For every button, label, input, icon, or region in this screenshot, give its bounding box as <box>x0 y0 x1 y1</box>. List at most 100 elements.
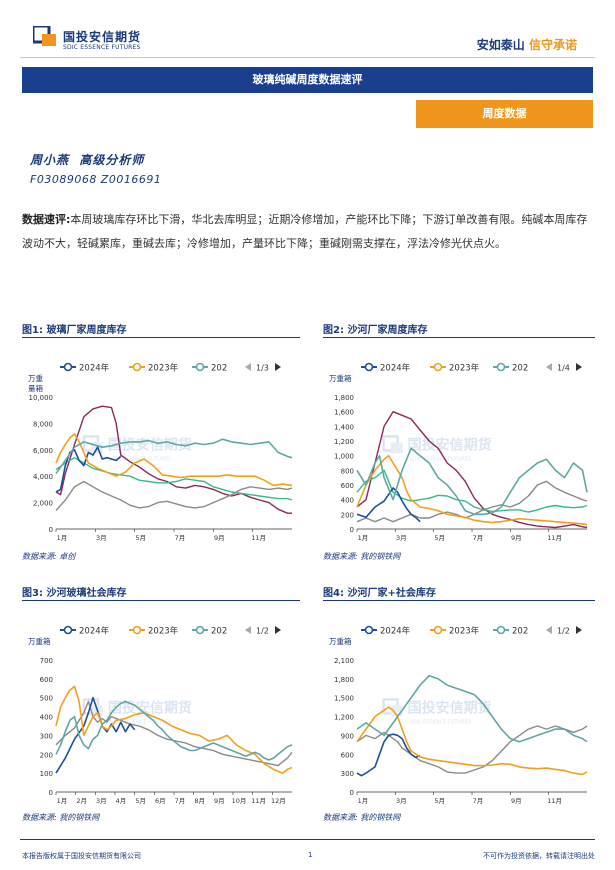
legend-prev-icon[interactable] <box>245 363 251 371</box>
legend-item[interactable]: 2024年 <box>361 626 411 637</box>
y-unit-label: 万重 <box>28 374 43 383</box>
y-tick-label: 400 <box>341 497 354 505</box>
legend-label: 2024年 <box>79 363 110 374</box>
legend-label: 202 <box>512 364 528 374</box>
footer-page-number: 1 <box>308 851 313 859</box>
y-tick-label: 1,000 <box>334 453 354 461</box>
x-tick-label: 3月 <box>396 534 407 542</box>
series-line <box>356 725 588 774</box>
watermark-text: 国投安信期货 <box>408 436 492 453</box>
legend-label: 202 <box>211 364 227 374</box>
chart-legend[interactable]: 2024年 2023年 202 1/2 <box>361 626 582 637</box>
legend-item[interactable]: 202 <box>192 625 227 637</box>
y-tick-label: 400 <box>40 714 53 722</box>
series-line <box>55 480 293 511</box>
x-tick-label: 9月 <box>511 534 522 542</box>
series-line <box>55 457 293 501</box>
figure-4-rule <box>323 600 595 601</box>
analyst-title: 高级分析师 <box>79 153 145 167</box>
legend-label: 2024年 <box>380 626 411 637</box>
slogan: 安如泰山 信守承诺 <box>477 36 577 53</box>
legend-item[interactable]: 2023年 <box>129 363 179 374</box>
x-tick-label: 3月 <box>96 797 107 805</box>
series-line <box>356 447 588 516</box>
x-tick-label: 5月 <box>135 797 146 805</box>
x-tick-label: 9月 <box>214 797 225 805</box>
company-name-en: SDIC ESSENCE FUTURES <box>63 44 141 51</box>
legend-prev-icon[interactable] <box>245 626 251 634</box>
legend-page: 1/2 <box>557 627 570 636</box>
legend-prev-icon[interactable] <box>546 626 552 634</box>
x-tick-label: 7月 <box>473 534 484 542</box>
series-line <box>356 733 421 777</box>
legend-next-icon[interactable] <box>576 363 582 371</box>
legend-marker <box>364 625 374 635</box>
chart-legend[interactable]: 2024年 2023年 202 1/2 <box>60 626 281 637</box>
legend-page: 1/2 <box>256 627 269 636</box>
series-line <box>55 405 292 514</box>
x-tick-label: 6月 <box>155 797 166 805</box>
y-tick-label: 700 <box>40 657 53 665</box>
legend-item[interactable]: 2024年 <box>60 626 110 637</box>
x-tick-label: 2月 <box>76 797 87 805</box>
commentary-label: 数据速评: <box>22 213 71 226</box>
watermark-text: 国投安信期货 <box>408 699 492 716</box>
legend-item[interactable]: 2024年 <box>361 363 411 374</box>
watermark-logo-icon <box>82 435 100 452</box>
footer-copyright: 本报告版权属于国投安信期货有限公司 <box>22 852 141 860</box>
y-tick-label: 8,000 <box>33 420 53 428</box>
watermark-text: 国投安信期货 <box>108 436 192 453</box>
legend-item[interactable]: 2023年 <box>430 626 480 637</box>
y-tick-label: 1,800 <box>334 394 354 402</box>
legend-item[interactable]: 2023年 <box>129 626 179 637</box>
analyst-name: 周小燕 <box>30 153 70 167</box>
legend-item[interactable]: 202 <box>493 362 528 374</box>
legend-label: 202 <box>211 627 227 637</box>
legend-item[interactable]: 202 <box>493 625 528 637</box>
watermark-logo-icon <box>382 698 399 715</box>
x-tick-label: 12月 <box>271 797 286 805</box>
series-line <box>356 411 588 529</box>
figure-4-title: 图4: 沙河厂家+社会库存 <box>323 588 436 599</box>
x-tick-label: 3月 <box>96 534 107 542</box>
legend-item[interactable]: 202 <box>192 362 227 374</box>
x-tick-label: 4月 <box>116 797 127 805</box>
x-tick-label: 1月 <box>358 797 369 805</box>
legend-marker <box>132 362 142 372</box>
y-tick-label: 600 <box>341 482 354 490</box>
legend-next-icon[interactable] <box>576 626 582 634</box>
legend-prev-icon[interactable] <box>546 363 552 371</box>
legend-label: 2023年 <box>449 363 480 374</box>
legend-label: 2024年 <box>79 626 110 637</box>
y-tick-label: 100 <box>40 770 53 778</box>
y-tick-label: 4,000 <box>33 473 53 481</box>
legend-marker <box>364 362 374 372</box>
x-tick-label: 1月 <box>57 797 68 805</box>
legend-next-icon[interactable] <box>275 363 281 371</box>
legend-item[interactable]: 2023年 <box>430 363 480 374</box>
y-tick-label: 1,400 <box>334 423 354 431</box>
x-tick-label: 7月 <box>175 797 186 805</box>
y-tick-label: 0 <box>49 526 53 534</box>
legend-page: 1/3 <box>256 364 269 373</box>
legend-item[interactable]: 2024年 <box>60 363 110 374</box>
x-tick-label: 1月 <box>358 534 369 542</box>
y-tick-label: 200 <box>341 511 354 519</box>
y-unit-label: 万重箱 <box>28 636 51 646</box>
x-tick-label: 11月 <box>547 534 562 542</box>
x-tick-label: 8月 <box>194 797 205 805</box>
chart-legend[interactable]: 2024年 2023年 202 1/3 <box>60 363 281 374</box>
chart-legend[interactable]: 2024年 2023年 202 1/4 <box>361 363 582 374</box>
legend-marker <box>195 625 205 635</box>
legend-marker <box>63 362 73 372</box>
series-line <box>55 700 293 761</box>
series-line <box>55 446 122 493</box>
legend-marker <box>496 625 506 635</box>
y-tick-label: 800 <box>341 467 354 475</box>
x-tick-label: 7月 <box>175 534 186 542</box>
y-tick-label: 1,500 <box>334 695 354 703</box>
series-line <box>356 487 421 523</box>
analyst-line: 周小燕 高级分析师 <box>30 151 144 168</box>
y-tick-label: 2,000 <box>33 500 53 508</box>
legend-next-icon[interactable] <box>275 626 281 634</box>
